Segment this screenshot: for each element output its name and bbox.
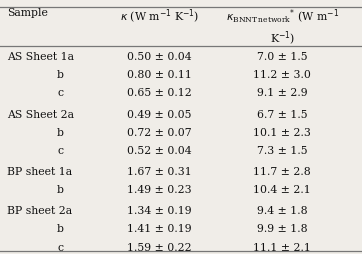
Text: BP sheet 2a: BP sheet 2a xyxy=(7,205,72,215)
Text: 9.4 ± 1.8: 9.4 ± 1.8 xyxy=(257,205,308,215)
Text: 0.80 ± 0.11: 0.80 ± 0.11 xyxy=(127,70,192,80)
Text: 11.2 ± 3.0: 11.2 ± 3.0 xyxy=(253,70,311,80)
Text: 7.3 ± 1.5: 7.3 ± 1.5 xyxy=(257,145,308,155)
Text: 7.0 ± 1.5: 7.0 ± 1.5 xyxy=(257,52,308,62)
Text: b: b xyxy=(56,127,63,137)
Text: c: c xyxy=(57,242,63,251)
Text: 0.72 ± 0.07: 0.72 ± 0.07 xyxy=(127,127,191,137)
Text: $\kappa_{\mathregular{BNNT\,network}}$$^{*}$ (W m$^{-1}$
K$^{-1}$): $\kappa_{\mathregular{BNNT\,network}}$$^… xyxy=(226,8,339,48)
Text: 0.65 ± 0.12: 0.65 ± 0.12 xyxy=(127,88,191,98)
Text: $\kappa$ (W m$^{-1}$ K$^{-1}$): $\kappa$ (W m$^{-1}$ K$^{-1}$) xyxy=(119,8,199,26)
Text: 1.34 ± 0.19: 1.34 ± 0.19 xyxy=(127,205,191,215)
Text: AS Sheet 2a: AS Sheet 2a xyxy=(7,109,74,119)
Text: 0.50 ± 0.04: 0.50 ± 0.04 xyxy=(127,52,191,62)
Text: AS Sheet 1a: AS Sheet 1a xyxy=(7,52,74,62)
Text: b: b xyxy=(56,70,63,80)
Text: Sample: Sample xyxy=(7,8,48,18)
Text: 0.52 ± 0.04: 0.52 ± 0.04 xyxy=(127,145,191,155)
Text: BP sheet 1a: BP sheet 1a xyxy=(7,166,72,176)
Text: 0.49 ± 0.05: 0.49 ± 0.05 xyxy=(127,109,191,119)
Text: 10.1 ± 2.3: 10.1 ± 2.3 xyxy=(253,127,311,137)
Text: c: c xyxy=(57,88,63,98)
Text: b: b xyxy=(56,224,63,233)
Text: 1.41 ± 0.19: 1.41 ± 0.19 xyxy=(127,224,191,233)
Text: 1.59 ± 0.22: 1.59 ± 0.22 xyxy=(127,242,191,251)
Text: 11.1 ± 2.1: 11.1 ± 2.1 xyxy=(253,242,311,251)
Text: 10.4 ± 2.1: 10.4 ± 2.1 xyxy=(253,184,311,194)
Text: 11.7 ± 2.8: 11.7 ± 2.8 xyxy=(253,166,311,176)
Text: 1.49 ± 0.23: 1.49 ± 0.23 xyxy=(127,184,191,194)
Text: 1.67 ± 0.31: 1.67 ± 0.31 xyxy=(127,166,191,176)
Text: 9.9 ± 1.8: 9.9 ± 1.8 xyxy=(257,224,308,233)
Text: c: c xyxy=(57,145,63,155)
Text: 6.7 ± 1.5: 6.7 ± 1.5 xyxy=(257,109,308,119)
Text: b: b xyxy=(56,184,63,194)
Text: 9.1 ± 2.9: 9.1 ± 2.9 xyxy=(257,88,308,98)
